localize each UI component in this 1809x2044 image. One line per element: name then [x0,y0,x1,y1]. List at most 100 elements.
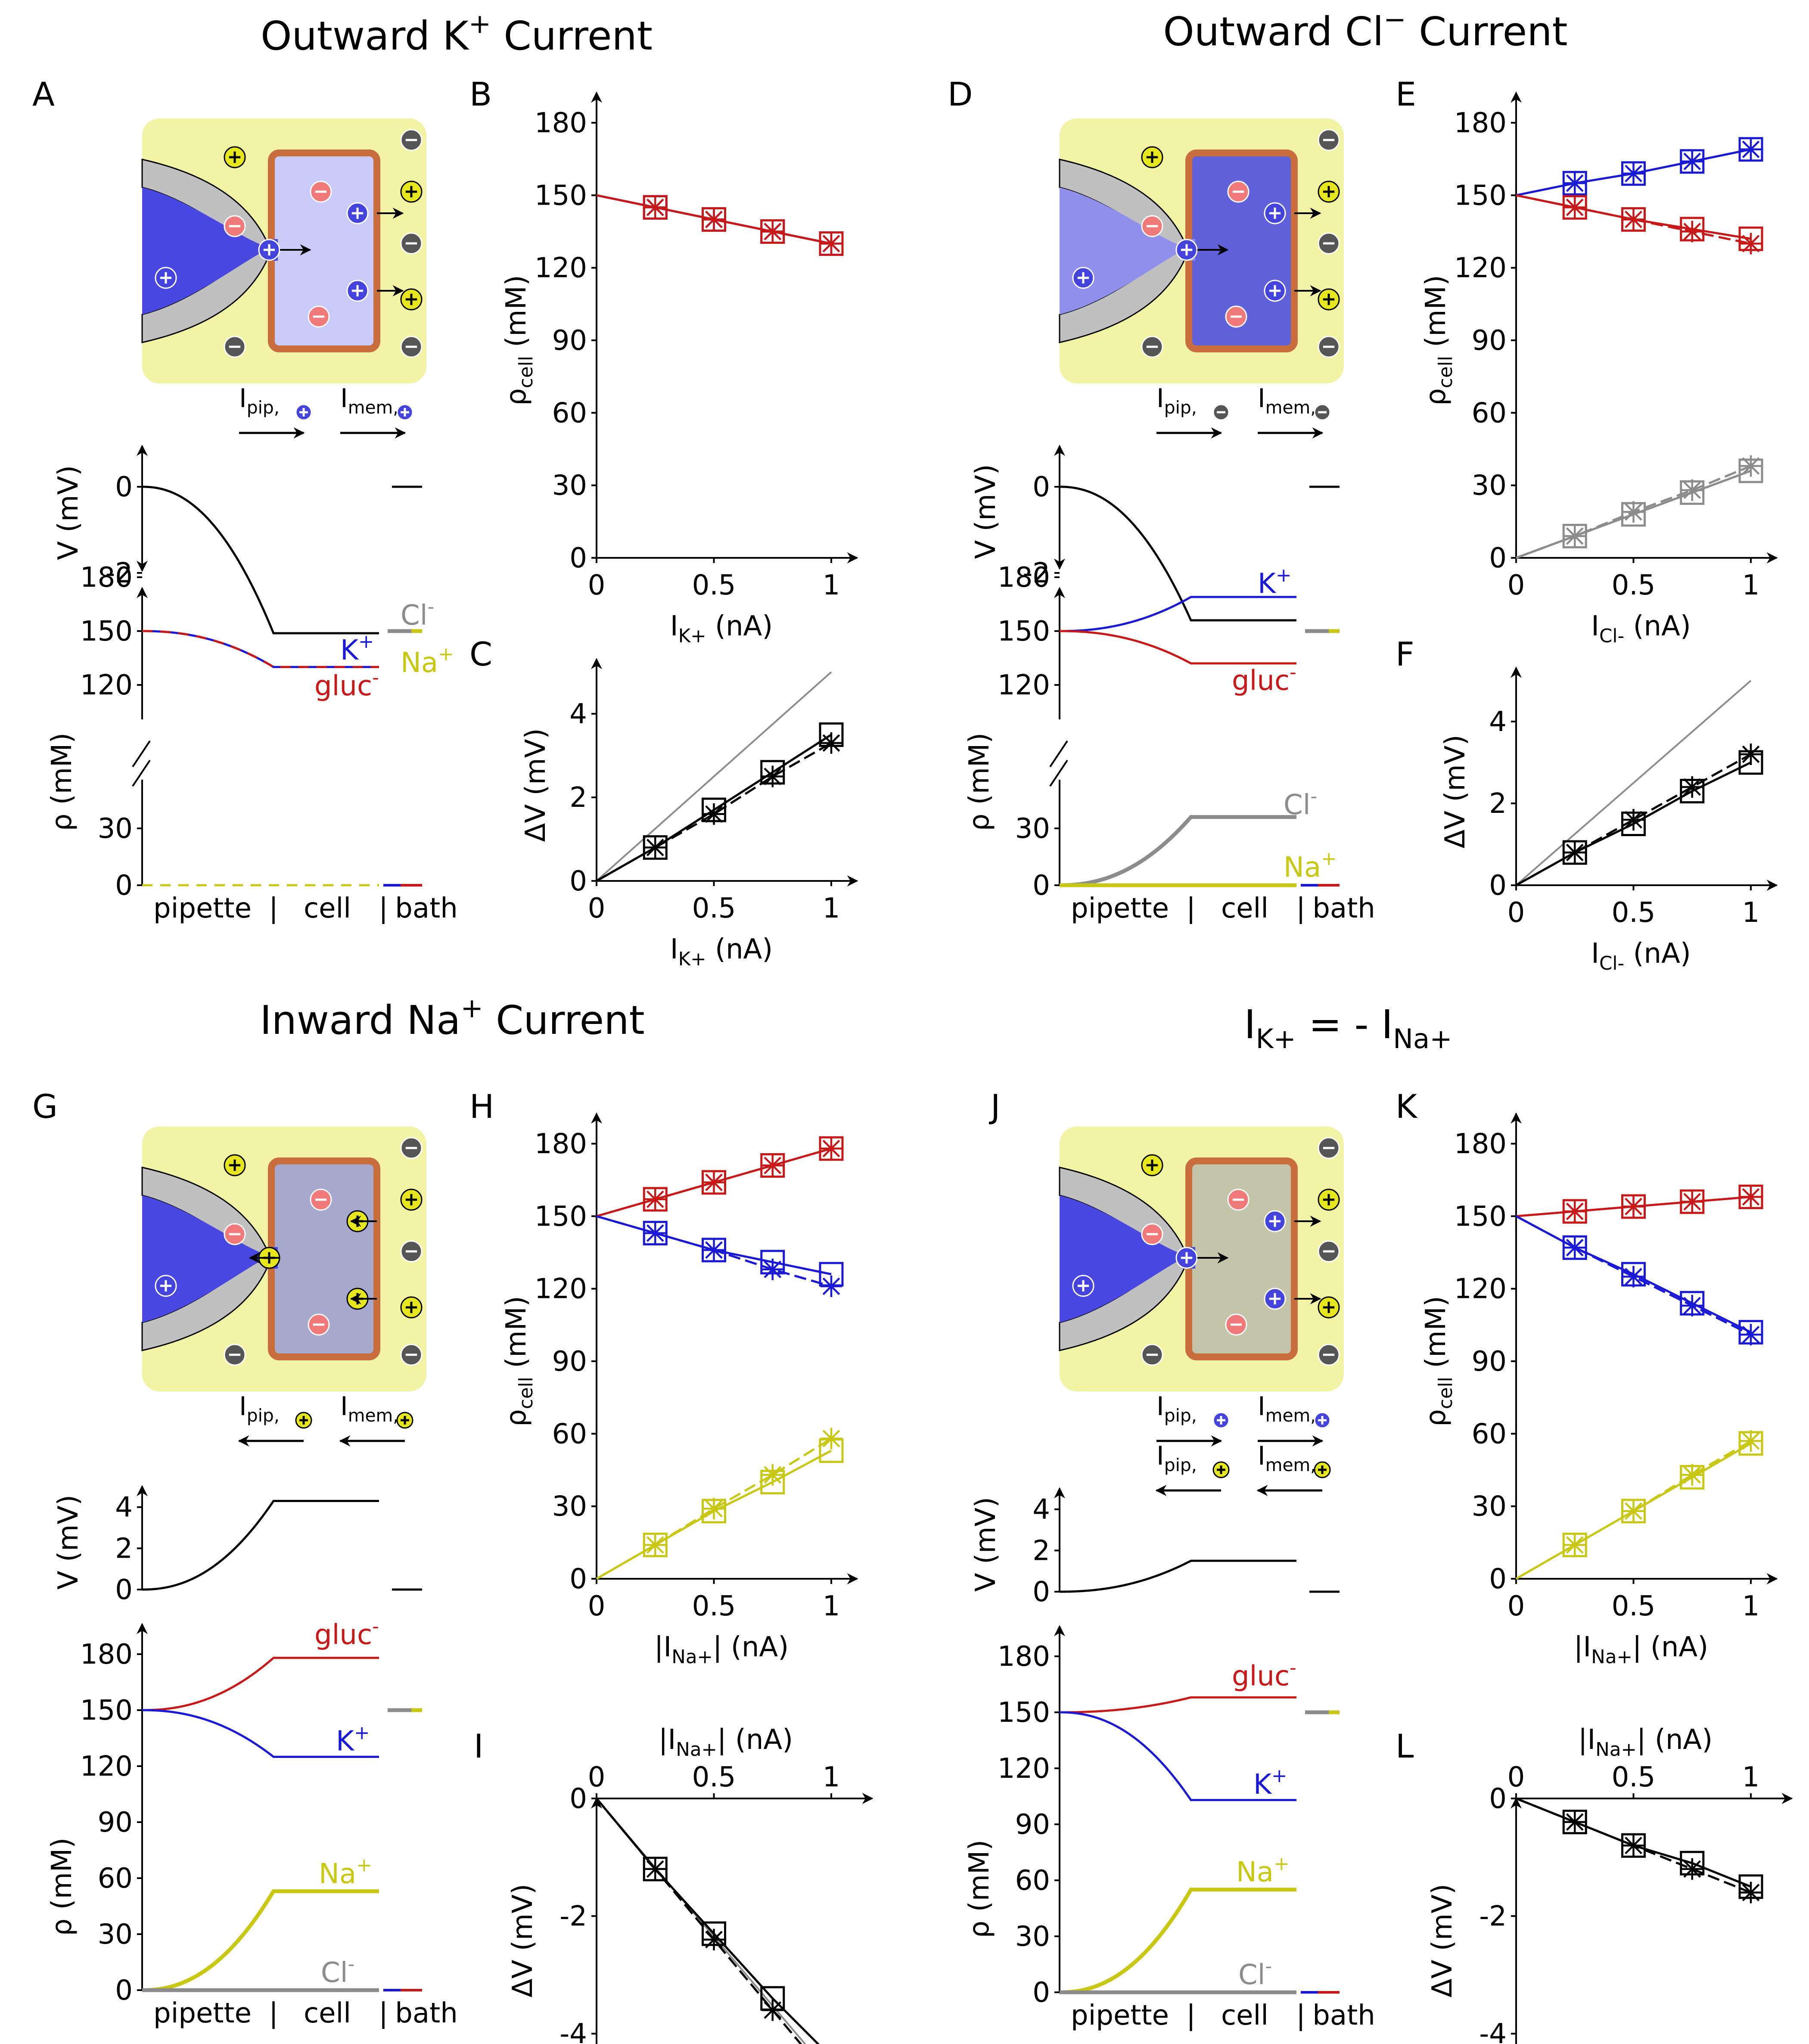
y-tick-label: 60 [552,1418,587,1450]
rho-curve-Cl [1059,815,1296,887]
marker-star [762,1999,783,2021]
x-label-pipette: pipette [1071,893,1169,924]
marker-star [1564,196,1586,218]
marker-star [644,1188,666,1210]
marker-star [1623,501,1644,523]
rho-y-tick-label: 150 [80,1695,133,1727]
panel-letter-B: B [469,75,492,113]
rho-y-tick-label: 180 [998,1641,1050,1673]
x-tick-label: 1 [1742,1761,1760,1793]
x-label-sep: | [269,1997,278,2029]
marker-square [760,1153,785,1178]
y-tick-label: -4 [559,2018,587,2044]
x-axis-label: ICl- (nA) [1591,938,1691,974]
y-tick-label: 30 [1472,470,1507,502]
panel-letter-G: G [32,1087,58,1126]
ion-label-Cl: Cl- [1284,786,1317,821]
rho-curve-Na [1059,1888,1296,1994]
v-axis-label: V (mV) [53,1495,84,1590]
rho-y-tick-label: 90 [1015,1809,1050,1841]
y-tick-label: -2 [1479,1901,1507,1932]
marker-star [644,837,666,859]
x-label-sep: | [1186,2000,1196,2032]
x-axis-label: |INa+| (nA) [659,1724,793,1761]
axis-break [132,740,151,768]
marker-star [1681,1464,1703,1486]
v-y-tick-label: 2 [115,1533,133,1565]
y-tick-label: 180 [535,1128,587,1160]
profile-G: 0 2 4 V (mV) 0 30 60 90 120 150 180 ρ (mM) gluc- K+ Na… [46,1485,458,2029]
x-tick-label: 0.5 [1612,897,1656,929]
marker-star [1623,1266,1644,1288]
x-label-bath: bath [1312,2000,1375,2032]
marker-square [702,1238,726,1263]
y-tick-label: 0 [1489,870,1507,902]
y-tick-label: 30 [552,470,587,502]
v-y-tick-label: 4 [115,1492,133,1524]
rho-y-tick-label: 150 [998,616,1050,647]
x-label-bath: bath [395,1997,458,2029]
rho-axis-label: ρ (mM) [964,733,995,831]
y-tick-label: 0 [569,1783,587,1815]
v-axis-label: V (mV) [970,1497,1002,1592]
x-tick-label: 0 [588,1761,606,1793]
marker-star [703,1171,725,1193]
x-axis-label: |INa+| (nA) [654,1631,789,1668]
ion-label-K: K+ [336,1722,370,1758]
cartoon-G: Ipip, Imem, [141,1126,426,1447]
x-tick-label: 0.5 [692,1761,736,1793]
v-y-tick-label: 0 [115,471,133,503]
rho-y-tick-label: 30 [1015,1921,1050,1953]
y-tick-label: 0 [569,1563,587,1595]
rho-y-tick-label: 120 [998,1753,1050,1785]
series-line-dashed [596,1798,802,2044]
v-axis-label: V (mV) [53,465,84,560]
chart-I: 0 -2 -4 0 0.5 1 |INa+| (nA) ΔV (mV) [507,1724,873,2044]
rho-y-tick-label: 180 [80,1639,133,1671]
marker-star [1740,1186,1762,1208]
y-tick-label: 90 [552,325,587,357]
y-axis-label: ρcell (mM) [1420,275,1457,405]
y-tick-label: 150 [1454,180,1507,212]
axis-break [1049,759,1068,787]
x-label-sep: | [379,893,388,924]
rho-y-tick-label: 60 [98,1863,133,1895]
panel-letter-E: E [1396,75,1416,113]
y-tick-label: 2 [569,782,587,814]
marker-square [643,195,668,220]
marker-square [1621,207,1646,232]
marker-star [1564,1237,1586,1259]
current-label: Ipip, [1156,1391,1197,1426]
series-line [596,1798,820,2044]
marker-star [821,1138,842,1160]
marker-star [1681,479,1703,501]
rho-curve-K [1059,1711,1296,1801]
marker-square [643,835,668,860]
x-tick-label: 1 [1742,897,1760,929]
marker-square [1738,137,1763,162]
panel-letter-J: J [989,1087,1000,1126]
current-label: Imem, [1258,383,1316,418]
v-curve [142,1500,379,1591]
marker-star [1740,138,1762,160]
marker-square [1621,1833,1646,1858]
marker-star [644,1534,666,1556]
marker-square [1562,840,1587,865]
y-axis-label: ρcell (mM) [500,275,537,405]
marker-star [1623,162,1644,184]
marker-star [644,1858,666,1880]
ion-label-gluc: gluc- [314,667,379,702]
marker-square [1562,195,1587,220]
current-label: Ipip, [1156,1441,1197,1475]
current-label: Imem, [1258,1391,1316,1426]
x-label-sep: | [1186,893,1196,924]
x-label-pipette: pipette [153,893,252,924]
current-label: Imem, [1258,1441,1316,1475]
y-tick-label: 120 [1454,252,1507,284]
rho-y-tick-label: 150 [80,616,133,647]
x-tick-label: 0 [1508,1590,1525,1622]
current-label: Ipip, [239,383,280,418]
marker-square [819,1136,844,1161]
marker-star [1740,455,1762,477]
marker-square [702,207,726,232]
